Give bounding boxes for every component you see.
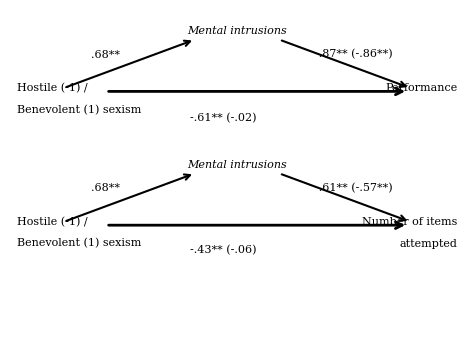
Text: .68**: .68** bbox=[91, 50, 120, 59]
Text: Mental intrusions: Mental intrusions bbox=[187, 160, 287, 170]
Text: -.61** (-.02): -.61** (-.02) bbox=[190, 113, 256, 123]
Text: Benevolent (1) sexism: Benevolent (1) sexism bbox=[17, 104, 141, 115]
Text: Number of items: Number of items bbox=[362, 217, 457, 227]
Text: .68**: .68** bbox=[91, 183, 120, 193]
Text: Hostile (-1) /: Hostile (-1) / bbox=[17, 217, 88, 227]
Text: Benevolent (1) sexism: Benevolent (1) sexism bbox=[17, 238, 141, 249]
Text: -.61** (-.57**): -.61** (-.57**) bbox=[315, 183, 393, 193]
Text: -.43** (-.06): -.43** (-.06) bbox=[190, 245, 256, 255]
Text: Mental intrusions: Mental intrusions bbox=[187, 26, 287, 36]
Text: attempted: attempted bbox=[399, 239, 457, 249]
Text: Hostile (-1) /: Hostile (-1) / bbox=[17, 83, 88, 93]
Text: Performance: Performance bbox=[385, 83, 457, 93]
Text: -.87** (-.86**): -.87** (-.86**) bbox=[315, 49, 393, 60]
